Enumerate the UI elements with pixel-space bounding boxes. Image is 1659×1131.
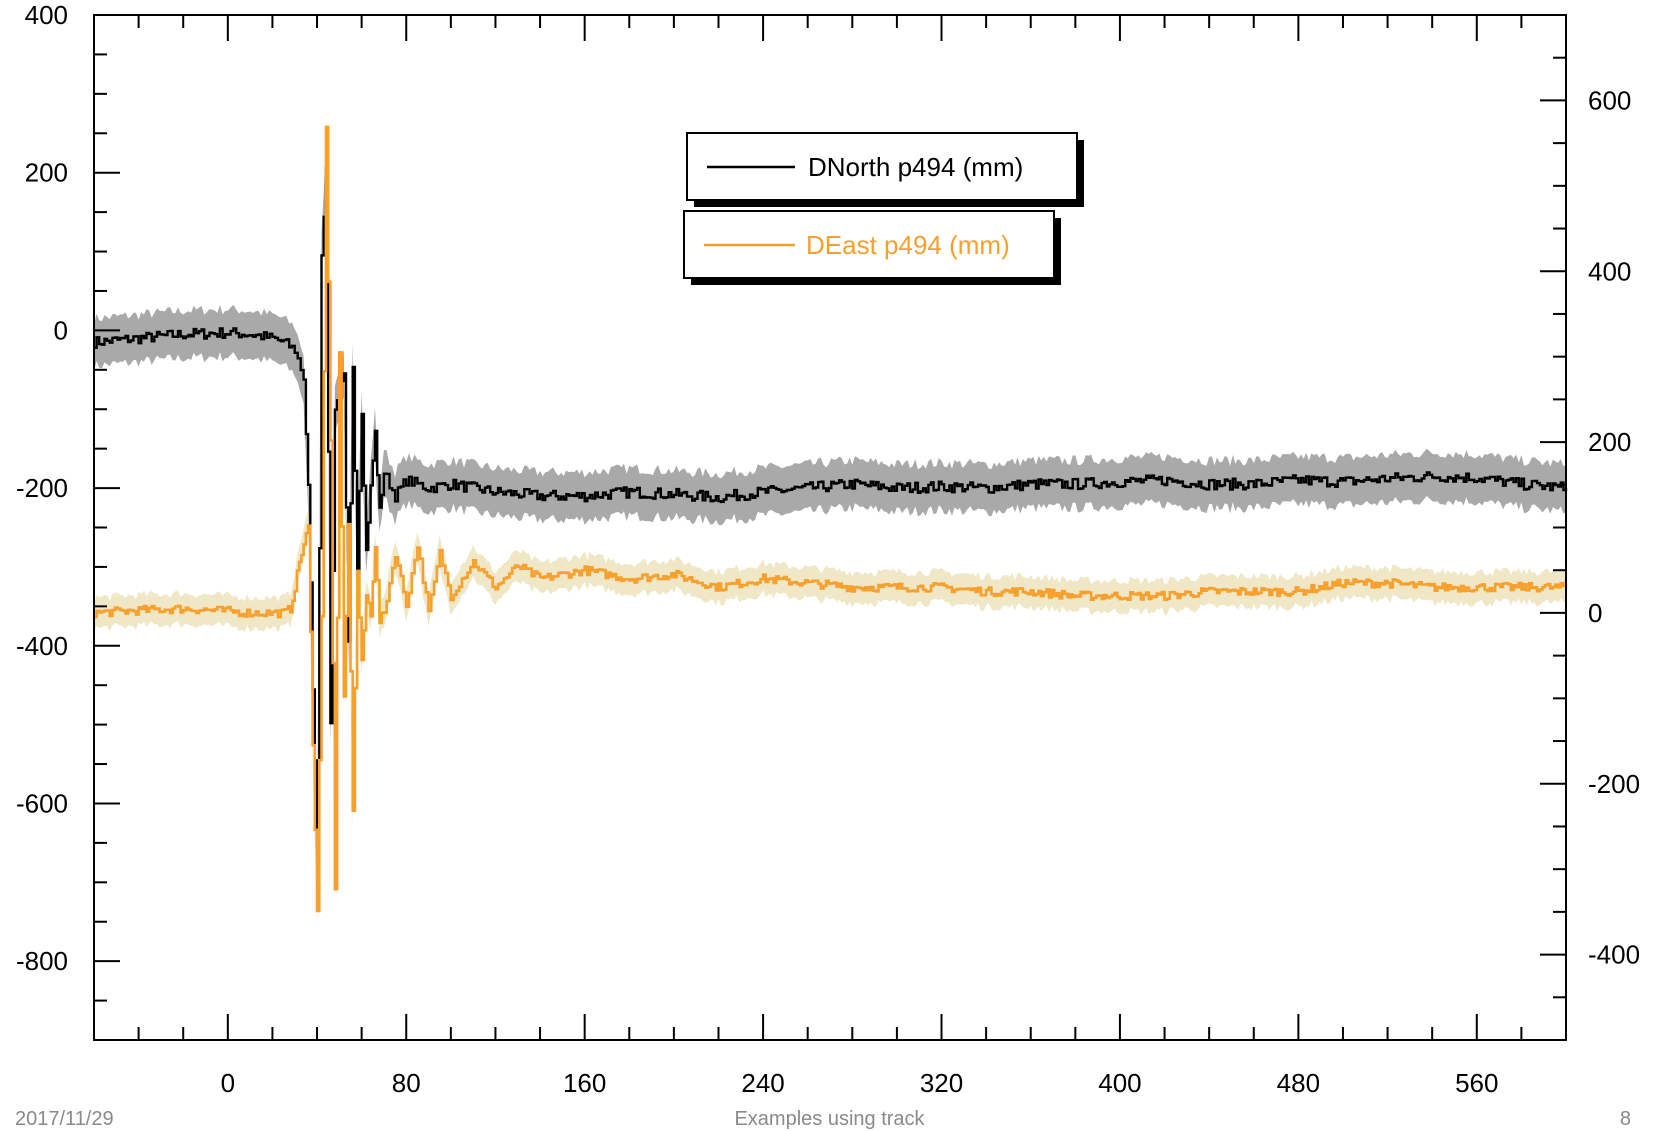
footer-page-number: 8 xyxy=(1619,1108,1631,1130)
y-left-tick-label: -600 xyxy=(16,788,68,818)
x-tick-label: 400 xyxy=(1098,1068,1141,1098)
y-right-tick-label: 600 xyxy=(1588,85,1631,115)
x-tick-label: 0 xyxy=(221,1068,235,1098)
x-tick-label: 480 xyxy=(1277,1068,1320,1098)
error-band-dnorth xyxy=(94,143,1566,872)
y-left-tick-label: -400 xyxy=(16,631,68,661)
error-bands xyxy=(94,111,1566,927)
y-right-tick-label: -400 xyxy=(1588,940,1640,970)
y-left-tick-label: 0 xyxy=(54,315,68,345)
x-tick-label: 240 xyxy=(741,1068,784,1098)
legend-entry-deast: DEast p494 (mm) xyxy=(683,210,1061,285)
y-right-tick-label: -200 xyxy=(1588,769,1640,799)
axis-tick-labels: 0 80 160 240 320 400 480 560 400 200 0 -200 -400 -600… xyxy=(16,0,1640,1098)
legend-label-dnorth: DNorth p494 (mm) xyxy=(808,152,1023,182)
footer-title: Examples using track xyxy=(734,1108,925,1130)
y-left-tick-label: -800 xyxy=(16,946,68,976)
x-tick-label: 320 xyxy=(920,1068,963,1098)
chart: 0 80 160 240 320 400 480 560 400 200 0 -200 -400 -600… xyxy=(16,0,1640,1098)
x-tick-label: 80 xyxy=(392,1068,421,1098)
legend-label-deast: DEast p494 (mm) xyxy=(806,230,1010,260)
x-tick-label: 160 xyxy=(563,1068,606,1098)
y-right-tick-label: 200 xyxy=(1588,427,1631,457)
series-line-deast xyxy=(94,125,1568,913)
y-left-tick-label: 400 xyxy=(25,0,68,30)
footer-date: 2017/11/29 xyxy=(15,1108,114,1130)
y-left-tick-label: 200 xyxy=(25,158,68,188)
y-right-tick-label: 0 xyxy=(1588,598,1602,628)
y-left-tick-label: -200 xyxy=(16,473,68,503)
series-lines xyxy=(94,125,1568,913)
axis-ticks xyxy=(94,14,1566,1040)
legend-entry-dnorth: DNorth p494 (mm) xyxy=(686,132,1084,207)
x-tick-label: 560 xyxy=(1455,1068,1498,1098)
y-right-tick-label: 400 xyxy=(1588,256,1631,286)
